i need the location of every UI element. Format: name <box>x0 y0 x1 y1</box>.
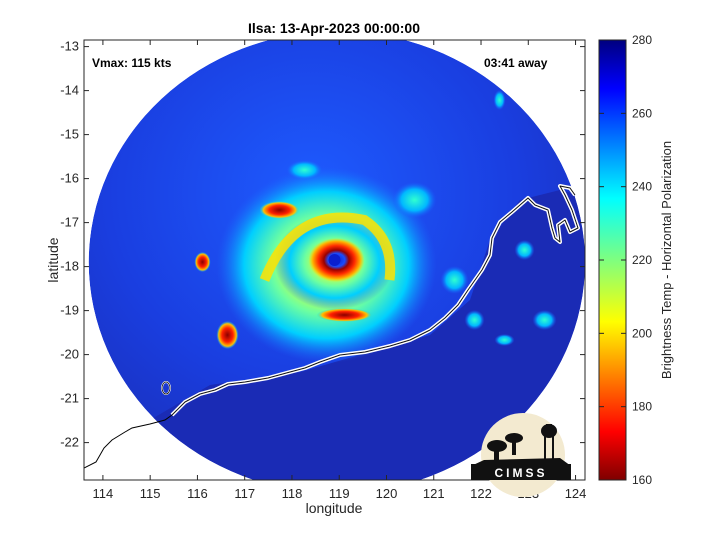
x-tick-label: 122 <box>470 486 492 501</box>
coastline <box>171 185 579 416</box>
colorbar-tick-label: 160 <box>632 473 652 487</box>
colorbar-tick-label: 180 <box>632 400 652 414</box>
y-tick-label: -19 <box>60 303 79 318</box>
x-axis-label: longitude <box>306 500 363 516</box>
y-tick-label: -17 <box>60 215 79 230</box>
y-tick-label: -16 <box>60 171 79 186</box>
x-tick-label: 114 <box>93 486 114 501</box>
y-tick-label: -21 <box>60 391 79 406</box>
cloud-band <box>493 90 506 110</box>
microwave-swath <box>88 40 585 480</box>
cimss-logo-text: CIMSS <box>494 466 547 480</box>
colorbar-label: Brightness Temp - Horizontal Polarizatio… <box>659 141 674 379</box>
x-tick-label: 121 <box>423 486 445 501</box>
colorbar-tick-label: 200 <box>632 326 652 340</box>
colorbar-tick-label: 240 <box>632 180 652 194</box>
x-tick-label: 118 <box>282 486 303 501</box>
coastline-west <box>84 414 173 469</box>
x-tick-label: 124 <box>565 486 587 501</box>
y-tick-label: -18 <box>60 259 79 274</box>
rainband-arc <box>259 212 396 282</box>
y-tick-label: -15 <box>60 127 79 142</box>
cloud-band <box>532 310 557 330</box>
y-tick-label: -22 <box>60 435 79 450</box>
convective-cell <box>194 252 211 272</box>
island-outline-core <box>161 381 171 395</box>
cloud-band <box>514 240 535 260</box>
y-axis-label: latitude <box>45 237 61 282</box>
colorbar-tick-label: 220 <box>632 253 652 267</box>
cloud-band <box>464 310 485 330</box>
colorbar-tick-label: 280 <box>632 33 652 47</box>
colorbar: 160 180 200 220 240 260 280 Brightness Temp - … <box>598 33 674 487</box>
storm-eye <box>328 254 341 266</box>
y-tick-label: -20 <box>60 347 79 362</box>
y-tick-label: -14 <box>60 83 79 98</box>
x-tick-label: 119 <box>329 486 350 501</box>
y-tick-label: -13 <box>60 39 79 54</box>
x-tick-label: 116 <box>187 486 208 501</box>
x-tick-label: 115 <box>140 486 161 501</box>
cloud-band <box>286 160 323 180</box>
cloud-band <box>392 182 437 218</box>
convective-cell <box>316 308 373 322</box>
colorbar-ticks: 160 180 200 220 240 260 280 <box>599 33 652 487</box>
colorbar-tick-label: 260 <box>632 106 652 120</box>
vmax-label: Vmax: 115 kts <box>92 56 172 70</box>
plot-frame <box>83 39 586 481</box>
land-outline <box>84 184 580 469</box>
cloud-band <box>440 266 469 294</box>
time-away-label: 03:41 away <box>484 56 548 70</box>
convective-cell <box>259 201 300 219</box>
x-axis-ticks: 114115116117118119120121122123124 <box>93 40 587 501</box>
convective-cell <box>216 321 239 349</box>
cimss-logo: CIMSS <box>471 413 571 497</box>
x-tick-label: 120 <box>376 486 398 501</box>
cloud-band <box>494 334 515 346</box>
map-title: Ilsa: 13-Apr-2023 00:00:00 <box>248 20 420 36</box>
x-tick-label: 117 <box>234 486 255 501</box>
plot-area <box>84 40 585 480</box>
y-axis-ticks: -13 -14 -15 -16 -17 -18 -19 -20 -21 -22 <box>60 39 585 450</box>
